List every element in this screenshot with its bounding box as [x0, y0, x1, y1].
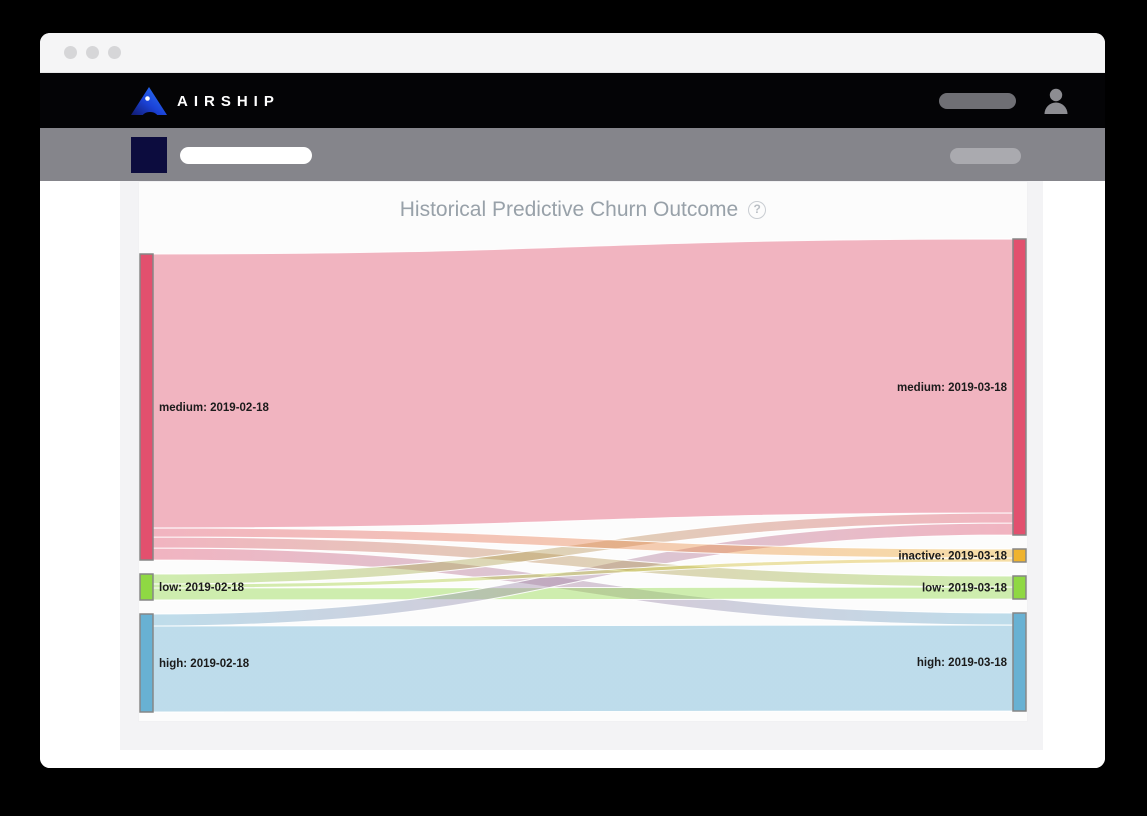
navbar-right — [939, 73, 1068, 128]
browser-window: AIRSHIP Historical Predictive Churn Outc… — [40, 33, 1105, 768]
sankey-link-low-feb-to-low-mar[interactable] — [152, 586, 1014, 601]
sankey-label-high-feb: high: 2019-02-18 — [159, 658, 250, 670]
person-icon[interactable] — [1044, 88, 1068, 114]
browser-chrome — [40, 33, 1105, 73]
sankey-node-medium-mar[interactable] — [1012, 238, 1027, 536]
churn-chart-card: Historical Predictive Churn Outcome ? me… — [138, 181, 1028, 722]
top-navbar: AIRSHIP — [40, 73, 1105, 128]
help-icon[interactable]: ? — [748, 201, 767, 219]
page-content: Historical Predictive Churn Outcome ? me… — [40, 181, 1105, 768]
sankey-label-inactive-mar: inactive: 2019-03-18 — [898, 551, 1007, 563]
sankey-svg: medium: 2019-02-18 low: 2019-02-18 high: 2… — [139, 238, 1027, 713]
sankey-node-low-feb[interactable] — [139, 573, 154, 601]
app-tile-icon[interactable] — [131, 137, 167, 173]
sankey-label-low-mar: low: 2019-03-18 — [922, 583, 1008, 595]
sankey-node-high-feb[interactable] — [139, 613, 154, 713]
sankey-link-high-feb-to-high-mar[interactable] — [152, 624, 1014, 713]
sankey-node-inactive-mar[interactable] — [1012, 548, 1027, 563]
sankey-node-medium-feb[interactable] — [139, 253, 154, 561]
sankey-label-medium-feb: medium: 2019-02-18 — [159, 402, 270, 414]
brand-wordmark: AIRSHIP — [177, 92, 280, 110]
window-control-close[interactable] — [64, 46, 77, 59]
airship-logo-icon — [131, 86, 167, 115]
sankey-label-low-feb: low: 2019-02-18 — [159, 582, 245, 594]
window-control-maximize[interactable] — [108, 46, 121, 59]
sub-navbar — [40, 128, 1105, 181]
breadcrumb-placeholder[interactable] — [180, 147, 312, 164]
dashboard-panel: Historical Predictive Churn Outcome ? me… — [120, 181, 1043, 750]
chart-title: Historical Predictive Churn Outcome — [399, 198, 739, 221]
sankey-node-low-mar[interactable] — [1012, 575, 1027, 600]
sankey-label-high-mar: high: 2019-03-18 — [917, 657, 1008, 669]
chart-header: Historical Predictive Churn Outcome ? — [139, 198, 1027, 222]
window-control-minimize[interactable] — [86, 46, 99, 59]
subnav-action-placeholder[interactable] — [950, 148, 1021, 164]
sankey-node-high-mar[interactable] — [1012, 612, 1027, 712]
brand-link[interactable]: AIRSHIP — [131, 86, 280, 115]
sankey-link-medium-feb-to-medium-mar[interactable] — [152, 238, 1014, 529]
nav-menu-placeholder[interactable] — [939, 92, 1016, 109]
sankey-label-medium-mar: medium: 2019-03-18 — [897, 382, 1008, 394]
